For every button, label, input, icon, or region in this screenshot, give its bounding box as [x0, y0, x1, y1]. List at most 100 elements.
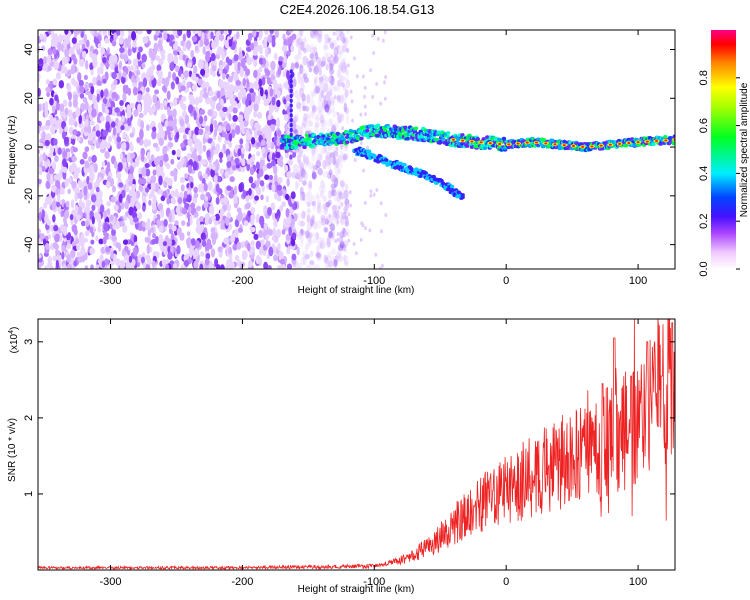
spectrogram-cell	[64, 107, 69, 116]
spectrogram-cell	[171, 149, 176, 156]
spectrogram-cell	[46, 219, 51, 226]
spectrogram-cell	[382, 38, 385, 43]
spectrogram-cell	[220, 219, 225, 229]
spectrogram-cell	[52, 47, 57, 55]
spectrogram-cell	[336, 83, 341, 93]
spectrogram-cell	[317, 167, 323, 176]
spectrogram-cell	[104, 108, 110, 115]
spectrogram-cell	[316, 204, 321, 214]
spectrogram-cell	[158, 57, 164, 66]
spectrogram-cell	[296, 33, 301, 40]
spectrogram-cell	[146, 104, 152, 112]
spectrogram-cell	[314, 263, 320, 269]
spectrogram-cell	[335, 146, 339, 151]
spectrogram-cell	[64, 209, 70, 219]
spectrogram-cell	[375, 188, 379, 193]
spectrogram-cell	[339, 230, 344, 239]
spectrogram-cell	[90, 69, 94, 76]
spectrogram-cell	[270, 160, 276, 167]
spectrogram-cell	[210, 227, 216, 233]
spectrogram-cell	[226, 185, 232, 191]
spectrogram-cell	[306, 60, 312, 68]
spectrogram-cell	[305, 43, 310, 53]
spectrogram-cell	[167, 177, 173, 187]
spectrogram-cell	[336, 232, 340, 237]
spectrogram-cell	[323, 226, 328, 233]
spectrogram-cell	[288, 226, 292, 236]
spectrogram-cell	[179, 192, 184, 199]
spectrogram-cell	[327, 118, 332, 128]
spectrogram-cell	[324, 104, 330, 113]
spectrogram-cell	[335, 152, 339, 157]
spectrogram-cell	[308, 180, 313, 189]
spectrogram-cell	[97, 226, 102, 233]
spectrogram-cell	[74, 193, 78, 202]
spectrogram-cell	[309, 52, 315, 60]
spectrogram-cell	[507, 143, 511, 146]
spectrogram-cell	[204, 258, 210, 266]
spectrogram-cell	[84, 230, 90, 237]
spectrogram-cell	[323, 82, 329, 93]
spectrogram-cell	[148, 199, 152, 206]
spectrogram-cell	[282, 109, 286, 115]
spectrogram-cell	[163, 99, 168, 106]
spectrogram-cell	[209, 123, 214, 133]
spectrogram-cell	[62, 158, 67, 167]
spectrogram-cell	[321, 99, 327, 110]
spectrogram-cell	[174, 220, 179, 226]
spectrogram-cell	[151, 201, 157, 211]
spectrogram-cell	[61, 245, 66, 253]
spectrogram-cell	[130, 30, 137, 41]
spectrogram-cell	[335, 30, 341, 38]
spectrogram-cell	[302, 191, 306, 201]
spectrogram-cell	[311, 162, 316, 173]
spectrogram-cell	[90, 85, 95, 95]
spectrogram-cell	[374, 252, 378, 257]
spectrogram-cell	[187, 164, 193, 174]
spectrogram-cell	[322, 216, 328, 223]
spectrogram-cell	[316, 245, 320, 253]
snr-ytick-label: 1	[23, 491, 35, 497]
spectrogram-cell	[158, 175, 163, 186]
spectrogram-cell	[363, 104, 367, 109]
spectrogram-cell	[317, 251, 323, 261]
spectrogram-cell	[184, 260, 189, 268]
spectrogram-cell	[163, 245, 167, 256]
spectrogram-ytick-label: -20	[23, 188, 35, 204]
spectrogram-cell	[181, 220, 186, 226]
spectrogram-cell	[236, 214, 241, 220]
spectrogram-cell	[53, 174, 58, 180]
spectrogram-cell	[163, 32, 168, 41]
spectrogram-cell	[335, 173, 340, 182]
spectrogram-cell	[150, 226, 155, 233]
spectrogram-cell	[327, 174, 330, 179]
spectrogram-cell	[249, 88, 254, 94]
spectrogram-cell	[167, 238, 172, 247]
spectrogram-cell	[350, 99, 354, 104]
spectrogram-cell	[256, 95, 262, 102]
spectrogram-cell	[330, 183, 336, 190]
spectrogram-cell	[324, 259, 331, 268]
spectrogram-cell	[309, 47, 315, 54]
spectrogram-cell	[276, 195, 282, 202]
spectrogram-cell	[340, 153, 345, 163]
spectrogram-cell	[232, 243, 238, 251]
spectrogram-cell	[363, 200, 367, 205]
spectrogram-cell	[269, 88, 274, 97]
spectrogram-cell	[265, 69, 271, 77]
spectrogram-cell	[258, 168, 264, 177]
spectrogram-cell	[68, 116, 74, 126]
spectrogram-cell	[158, 137, 165, 147]
spectrogram-cell	[193, 110, 197, 121]
spectrogram-cell	[228, 191, 234, 199]
spectrogram-cell	[341, 155, 347, 163]
spectrogram-cell	[218, 151, 224, 159]
spectrogram-cell	[330, 188, 335, 197]
spectrogram-cell	[205, 253, 211, 260]
spectrogram-cell	[544, 142, 548, 145]
spectrogram-cell	[304, 198, 308, 205]
spectrogram-cell	[498, 143, 502, 146]
spectrogram-cell	[295, 38, 300, 48]
spectrogram-cell	[152, 169, 157, 176]
